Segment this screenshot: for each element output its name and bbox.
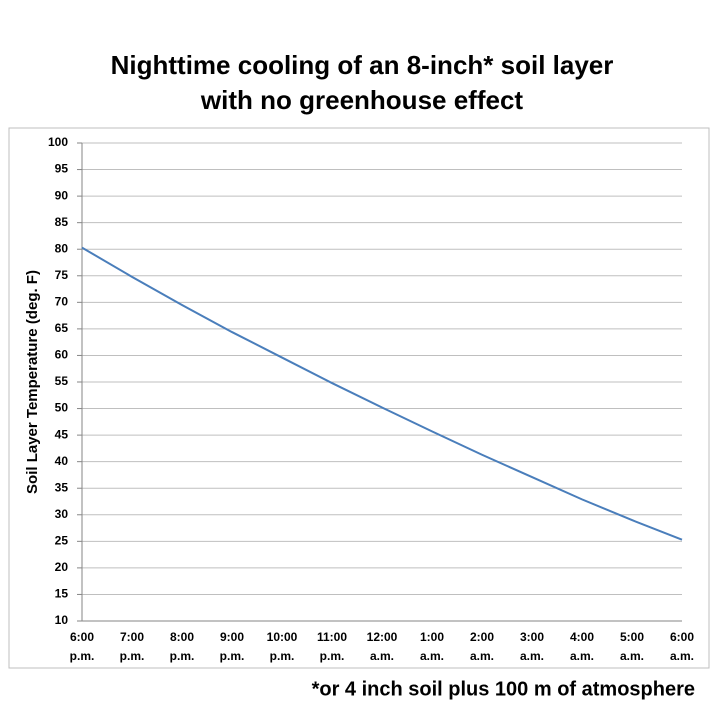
y-tick-label: 25 [55, 534, 69, 548]
y-tick-label: 50 [55, 401, 69, 415]
x-tick-label: 11:00 p.m. [317, 630, 347, 663]
x-tick-label: 5:00 a.m. [620, 630, 644, 663]
y-tick-label: 55 [55, 374, 69, 388]
y-tick-label: 45 [55, 427, 69, 441]
y-tick-label: 90 [55, 188, 69, 202]
y-tick-label: 40 [55, 454, 69, 468]
chart-title: Nighttime cooling of an 8-inch* soil lay… [111, 50, 614, 80]
y-tick-label: 95 [55, 162, 69, 176]
y-tick-label: 20 [55, 560, 69, 574]
x-tick-label: 7:00 p.m. [120, 630, 145, 663]
x-tick-label: 4:00 a.m. [570, 630, 594, 663]
y-tick-label: 100 [48, 135, 68, 149]
x-tick-label: 6:00 a.m. [670, 630, 694, 663]
x-tick-label: 12:00 a.m. [367, 630, 398, 663]
x-tick-label: 3:00 a.m. [520, 630, 544, 663]
y-tick-label: 35 [55, 480, 69, 494]
x-tick-label: 10:00 p.m. [267, 630, 298, 663]
y-tick-label: 60 [55, 348, 69, 362]
x-tick-label: 9:00 p.m. [220, 630, 245, 663]
data-line [81, 246, 683, 541]
chart-frame [8, 127, 710, 669]
x-tick-label: 6:00 p.m. [70, 630, 95, 663]
y-tick-label: 85 [55, 215, 69, 229]
x-tick-label: 1:00 a.m. [420, 630, 444, 663]
x-tick-label: 8:00 p.m. [170, 630, 195, 663]
y-tick-label: 10 [55, 613, 69, 627]
y-axis-label: Soil Layer Temperature (deg. F) [24, 270, 41, 494]
y-tick-label: 30 [55, 507, 69, 521]
chart-title: with no greenhouse effect [200, 85, 523, 115]
x-tick-label: 2:00 a.m. [470, 630, 494, 663]
y-tick-label: 15 [55, 587, 69, 601]
y-tick-label: 80 [55, 241, 69, 255]
y-tick-label: 65 [55, 321, 69, 335]
y-tick-label: 70 [55, 295, 69, 309]
y-tick-label: 75 [55, 268, 69, 282]
footnote: *or 4 inch soil plus 100 m of atmosphere [312, 678, 695, 700]
